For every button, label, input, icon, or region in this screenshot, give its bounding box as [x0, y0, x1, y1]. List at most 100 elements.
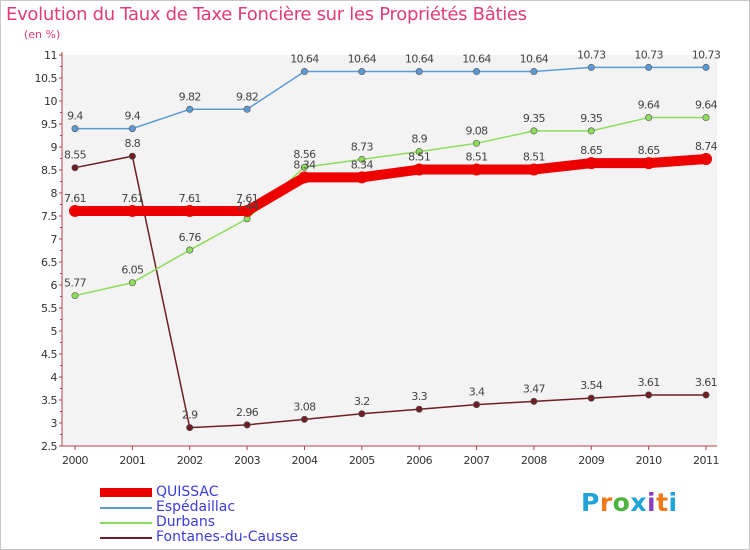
- y-tick-label: 6.5: [41, 256, 57, 269]
- data-point: [415, 148, 423, 156]
- data-label: 9.82: [179, 90, 201, 103]
- data-label: 3.54: [580, 379, 603, 392]
- data-label: 8.34: [351, 158, 374, 171]
- logo-letter: o: [612, 488, 631, 517]
- data-point: [300, 415, 308, 423]
- y-tick-label: 3: [51, 417, 58, 430]
- data-point: [355, 171, 368, 184]
- data-point: [300, 68, 308, 76]
- data-label: 8.51: [408, 151, 430, 164]
- data-label: 10.64: [405, 53, 434, 66]
- series-line: [75, 66, 706, 130]
- data-point: [128, 152, 136, 160]
- data-point: [415, 405, 423, 413]
- data-label: 8.51: [523, 151, 545, 164]
- data-label: 10.64: [290, 53, 319, 66]
- data-label: 10.64: [462, 53, 491, 66]
- data-label: 8.65: [638, 144, 661, 157]
- data-label: 10.73: [577, 48, 606, 61]
- data-point: [71, 164, 79, 172]
- data-point: [702, 63, 710, 71]
- data-label: 9.4: [125, 110, 141, 123]
- data-point: [126, 204, 139, 217]
- data-label: 7.44: [236, 200, 259, 213]
- logo-letter: x: [630, 488, 647, 517]
- y-tick-label: 5: [51, 325, 58, 338]
- data-label: 9.08: [465, 124, 488, 137]
- data-label: 9.64: [638, 99, 661, 112]
- data-point: [186, 105, 194, 113]
- data-point: [645, 114, 653, 122]
- data-label: 9.35: [580, 112, 603, 125]
- data-label: 8.51: [465, 151, 487, 164]
- data-point: [298, 171, 311, 184]
- data-label: 9.82: [236, 90, 258, 103]
- data-point: [358, 68, 366, 76]
- data-point: [358, 410, 366, 418]
- series-line: [75, 153, 707, 216]
- data-point: [530, 68, 538, 76]
- data-label: 7.61: [64, 192, 86, 205]
- data-label: 6.76: [179, 231, 202, 244]
- data-label: 7.61: [121, 192, 143, 205]
- x-tick-label: 2010: [636, 454, 662, 467]
- data-label: 8.8: [125, 137, 141, 150]
- y-tick-label: 6: [51, 279, 58, 292]
- data-point: [700, 152, 712, 165]
- data-point: [358, 155, 366, 163]
- y-tick-label: 8.5: [41, 164, 57, 177]
- chart-title: Evolution du Taux de Taxe Foncière sur l…: [6, 4, 527, 25]
- x-tick-label: 2006: [406, 454, 432, 467]
- data-point: [413, 163, 426, 176]
- data-label: 10.73: [634, 48, 663, 61]
- legend-label: Fontanes-du-Causse: [156, 529, 299, 545]
- data-point: [71, 125, 79, 133]
- legend-swatch: [100, 522, 152, 524]
- data-point: [243, 105, 251, 113]
- y-tick-label: 9: [51, 141, 58, 154]
- y-tick-label: 9.5: [41, 118, 57, 131]
- y-tick-label: 10.5: [35, 72, 58, 85]
- data-point: [702, 114, 710, 122]
- data-point: [645, 63, 653, 71]
- series-line: [74, 116, 706, 297]
- data-label: 8.34: [293, 158, 316, 171]
- data-label: 8.65: [580, 144, 603, 157]
- legend-label: QUISSAC: [156, 484, 219, 500]
- data-label: 3.47: [523, 382, 546, 395]
- data-point: [128, 279, 136, 287]
- data-label: 10.73: [692, 48, 721, 61]
- x-tick-label: 2003: [234, 454, 260, 467]
- x-tick-label: 2001: [119, 454, 145, 467]
- data-point: [415, 68, 423, 76]
- data-point: [473, 68, 481, 76]
- data-point: [300, 163, 308, 171]
- x-tick-label: 2002: [177, 454, 203, 467]
- data-point: [702, 391, 710, 399]
- data-point: [585, 157, 598, 170]
- data-point: [243, 421, 251, 429]
- y-tick-label: 7: [51, 233, 58, 246]
- x-tick-label: 2011: [693, 454, 719, 467]
- data-point: [186, 246, 194, 254]
- data-point: [186, 424, 194, 432]
- y-tick-label: 5.5: [41, 302, 57, 315]
- logo-letter: i: [647, 488, 657, 517]
- proxiti-logo: Proxiti: [581, 488, 678, 517]
- legend-label: Espédaillac: [156, 499, 236, 515]
- x-tick-label: 2008: [521, 454, 547, 467]
- data-point: [470, 163, 483, 176]
- logo-letter: P: [581, 488, 600, 517]
- data-point: [183, 204, 196, 217]
- data-label: 5.77: [64, 277, 87, 290]
- plot-area: [62, 55, 717, 446]
- y-tick-label: 2.5: [41, 440, 57, 453]
- data-label: 3.61: [695, 376, 717, 389]
- data-point: [587, 127, 595, 135]
- x-tick-label: 2009: [578, 454, 604, 467]
- data-label: 3.08: [293, 400, 316, 413]
- y-tick-label: 8: [51, 187, 58, 200]
- data-label: 3.61: [638, 376, 660, 389]
- data-label: 3.4: [469, 386, 485, 399]
- y-tick-label: 11: [44, 49, 57, 62]
